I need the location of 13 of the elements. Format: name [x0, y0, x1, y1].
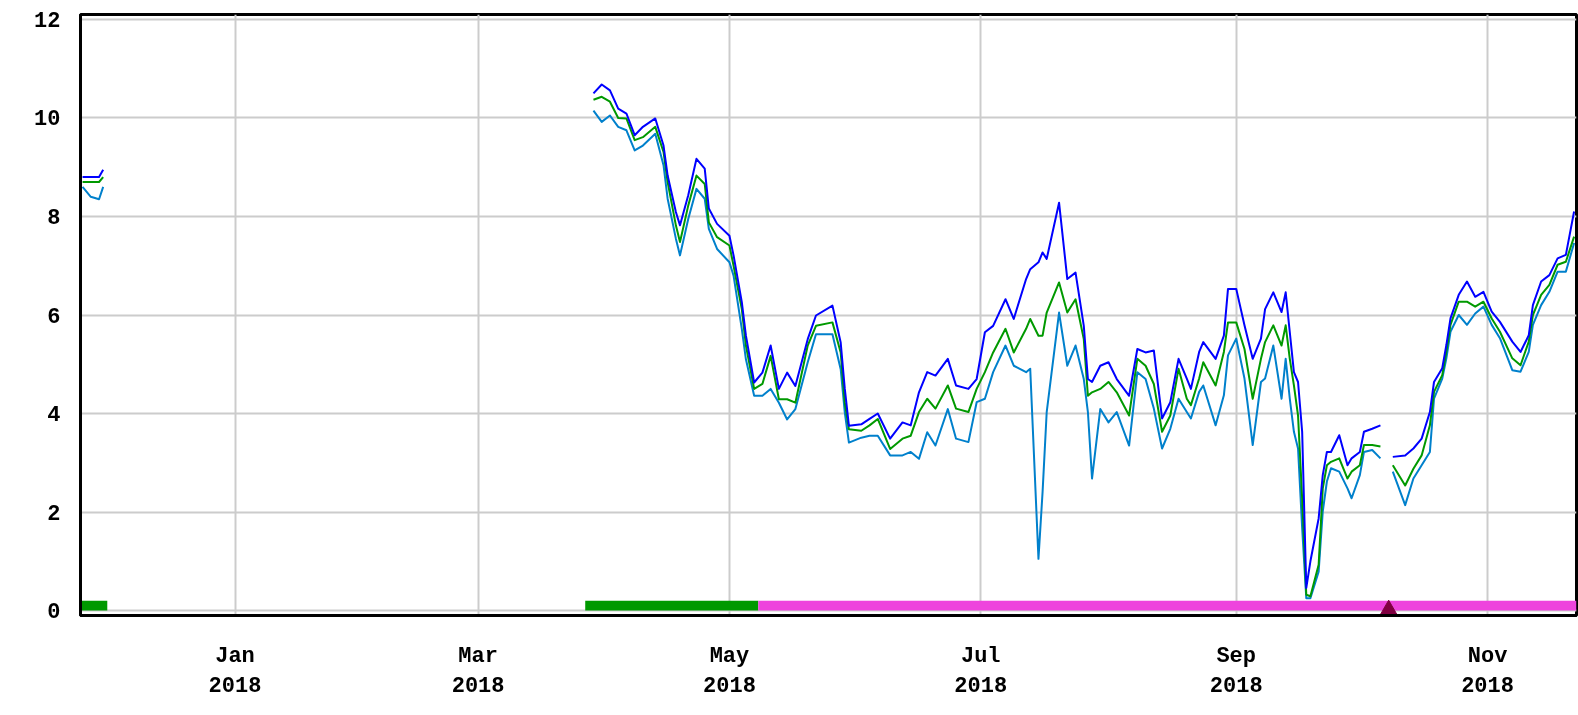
y-tick-label: 6: [47, 304, 61, 330]
x-tick-label: May 2018: [703, 643, 756, 699]
y-tick-label: 12: [34, 8, 61, 34]
x-tick-label: Mar 2018: [451, 643, 505, 699]
y-tick-label: 10: [34, 107, 61, 133]
x-tick-label: Jan 2018: [208, 643, 262, 699]
x-tick-label: Jul 2018: [954, 643, 1008, 699]
x-tick-label: Sep 2018: [1209, 643, 1263, 699]
y-tick-label: 8: [47, 205, 61, 231]
y-tick-label: 4: [47, 403, 61, 429]
y-tick-label: 0: [47, 600, 61, 626]
y-tick-label: 2: [47, 501, 61, 527]
x-tick-label: Nov 2018: [1461, 643, 1514, 699]
